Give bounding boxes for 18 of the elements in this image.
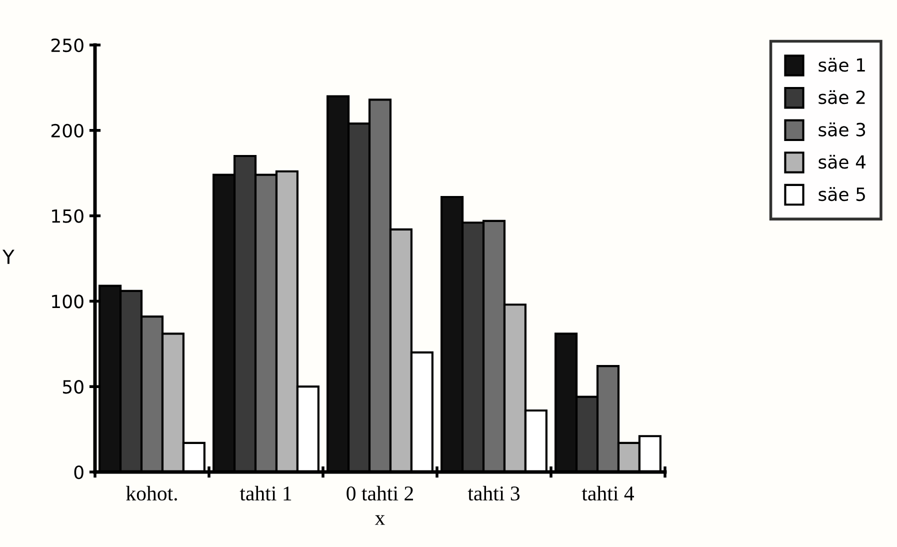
y-tick-label: 0 — [74, 465, 84, 480]
x-tick-label: tahti 3 — [468, 486, 520, 501]
y-tick-label: 50 — [63, 380, 84, 394]
legend-label: säe 2 — [818, 90, 865, 104]
legend-label: säe 5 — [818, 187, 865, 202]
legend-label: säe 4 — [818, 154, 866, 169]
x-tick-label: kohot. — [126, 486, 177, 501]
x-tick-label: tahti 4 — [582, 486, 634, 501]
y-tick-label: 200 — [51, 124, 84, 138]
y-tick-label: 250 — [51, 38, 84, 52]
x-tick-label: tahti 1 — [240, 486, 292, 501]
x-axis-title: x — [374, 515, 385, 525]
legend-label: säe 1 — [818, 58, 865, 72]
x-tick-label: 0 tahti 2 — [346, 486, 413, 501]
y-tick-label: 100 — [52, 294, 84, 308]
y-tick-label: 150 — [52, 209, 84, 223]
y-axis-title: Y — [2, 250, 14, 264]
legend-label: säe 3 — [818, 122, 866, 136]
